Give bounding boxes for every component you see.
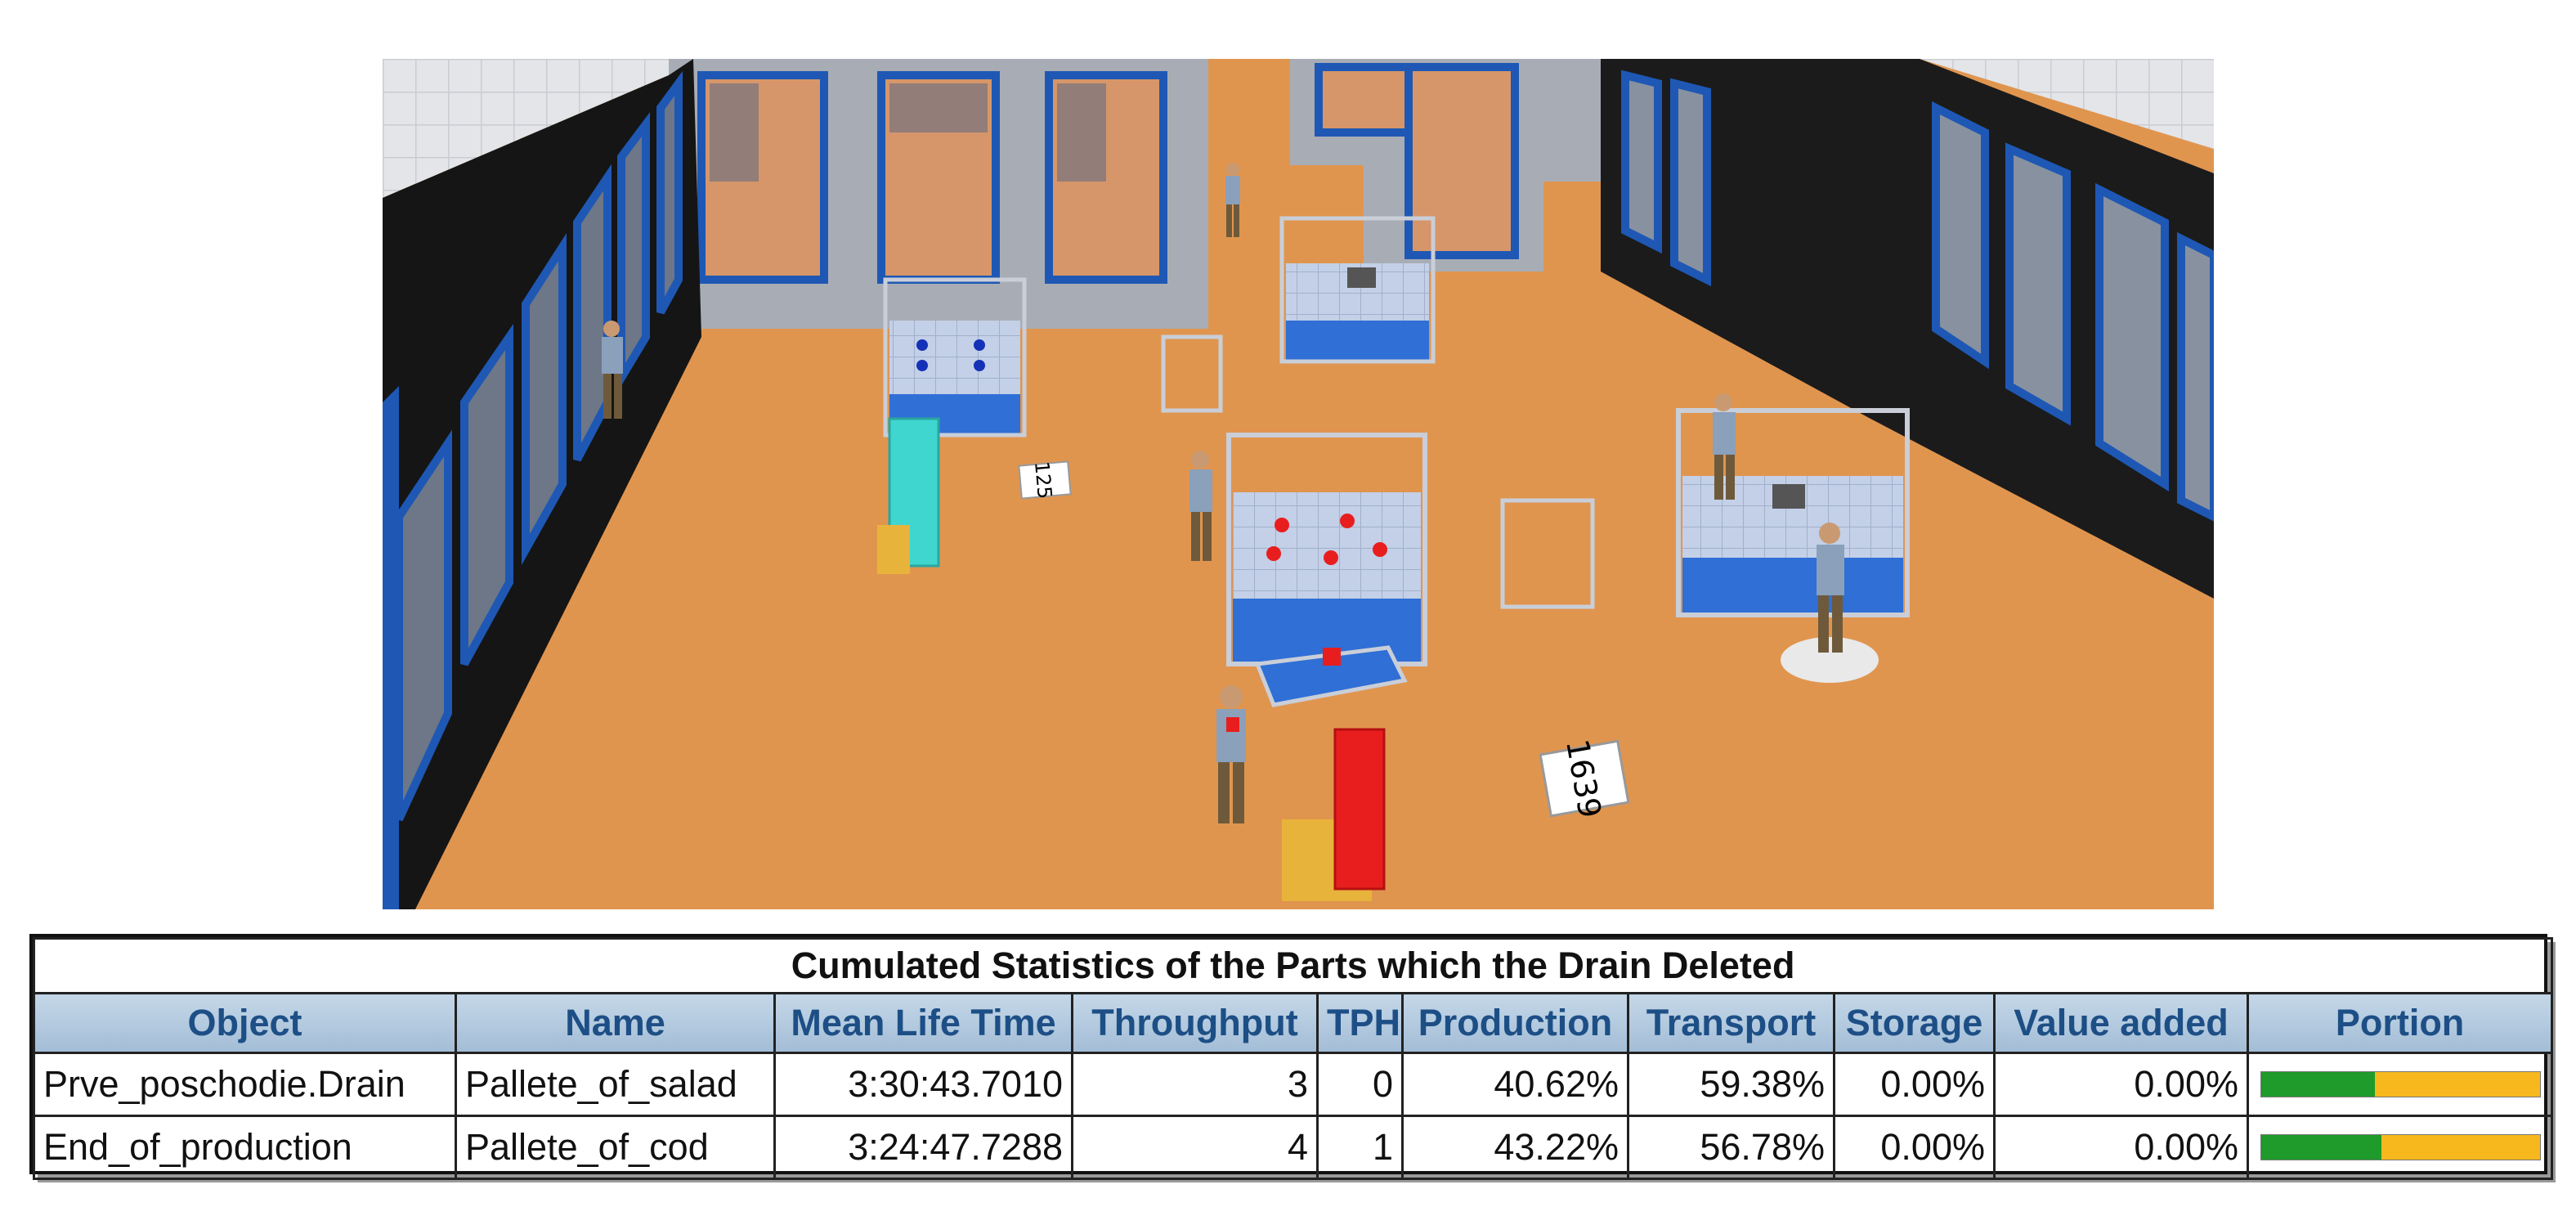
column-header-storage[interactable]: Storage bbox=[1833, 992, 1996, 1054]
right-wall bbox=[1601, 59, 2214, 599]
worker bbox=[602, 321, 623, 419]
object-link[interactable]: Prve_poschodie.Drain bbox=[33, 1052, 457, 1117]
cell-transport: 56.78% bbox=[1627, 1115, 1835, 1180]
object-link[interactable]: End_of_production bbox=[33, 1115, 457, 1180]
cell-mean-life-time: 3:30:43.7010 bbox=[773, 1052, 1073, 1117]
portion-bar bbox=[2260, 1071, 2542, 1097]
left-wall bbox=[383, 59, 701, 909]
portion-bar-production bbox=[2261, 1135, 2382, 1160]
cell-throughput: 3 bbox=[1071, 1052, 1319, 1117]
cell-production: 43.22% bbox=[1401, 1115, 1629, 1180]
cell-name: Pallete_of_salad bbox=[455, 1052, 776, 1117]
worker bbox=[1713, 393, 1736, 500]
table-row: Prve_poschodie.Drain Pallete_of_salad 3:… bbox=[33, 1052, 2554, 1117]
simulation-3d-view[interactable]: 125 1639 bbox=[383, 59, 2214, 909]
column-header-production[interactable]: Production bbox=[1401, 992, 1629, 1054]
workstation bbox=[1226, 433, 1427, 707]
portion-bar-transport bbox=[2381, 1135, 2541, 1160]
red-stack bbox=[1333, 728, 1386, 891]
cell-transport: 59.38% bbox=[1627, 1052, 1835, 1117]
portion-bar bbox=[2260, 1134, 2542, 1160]
cart bbox=[1161, 334, 1595, 609]
cell-tph: 0 bbox=[1316, 1052, 1404, 1117]
cell-value-added: 0.00% bbox=[1993, 1115, 2249, 1180]
svg-text:125: 125 bbox=[1030, 460, 1056, 500]
cell-production: 40.62% bbox=[1401, 1052, 1629, 1117]
portion-bar-transport bbox=[2374, 1072, 2541, 1097]
column-header-transport[interactable]: Transport bbox=[1627, 992, 1835, 1054]
cell-portion bbox=[2246, 1052, 2554, 1117]
column-header-value-added[interactable]: Value added bbox=[1993, 992, 2249, 1054]
cell-value-added: 0.00% bbox=[1993, 1052, 2249, 1117]
floor-tag: 1639 bbox=[1539, 737, 1630, 821]
floor-tag: 125 bbox=[1018, 460, 1072, 500]
column-header-name[interactable]: Name bbox=[455, 992, 776, 1054]
column-header-mean-life-time[interactable]: Mean Life Time bbox=[773, 992, 1073, 1054]
worker bbox=[1189, 451, 1212, 561]
cell-mean-life-time: 3:24:47.7288 bbox=[773, 1115, 1073, 1180]
pallet bbox=[877, 525, 910, 574]
cell-throughput: 4 bbox=[1071, 1115, 1319, 1180]
column-header-throughput[interactable]: Throughput bbox=[1071, 992, 1319, 1054]
cell-portion bbox=[2246, 1115, 2554, 1180]
workstation bbox=[883, 277, 1027, 437]
column-header-object[interactable]: Object bbox=[33, 992, 457, 1054]
statistics-table: Cumulated Statistics of the Parts which … bbox=[29, 934, 2554, 1180]
portion-bar-production bbox=[2261, 1072, 2375, 1097]
worker bbox=[1225, 163, 1240, 237]
cell-tph: 1 bbox=[1316, 1115, 1404, 1180]
cell-storage: 0.00% bbox=[1833, 1115, 1996, 1180]
cell-storage: 0.00% bbox=[1833, 1052, 1996, 1117]
workstation bbox=[1279, 216, 1436, 364]
table-row: End_of_production Pallete_of_cod 3:24:47… bbox=[33, 1115, 2554, 1180]
table-title: Cumulated Statistics of the Parts which … bbox=[32, 937, 2554, 994]
column-header-tph[interactable]: TPH bbox=[1316, 992, 1404, 1054]
cell-name: Pallete_of_cod bbox=[455, 1115, 776, 1180]
column-header-portion[interactable]: Portion bbox=[2246, 992, 2554, 1054]
worker bbox=[1216, 685, 1246, 823]
worker bbox=[1781, 523, 1879, 683]
